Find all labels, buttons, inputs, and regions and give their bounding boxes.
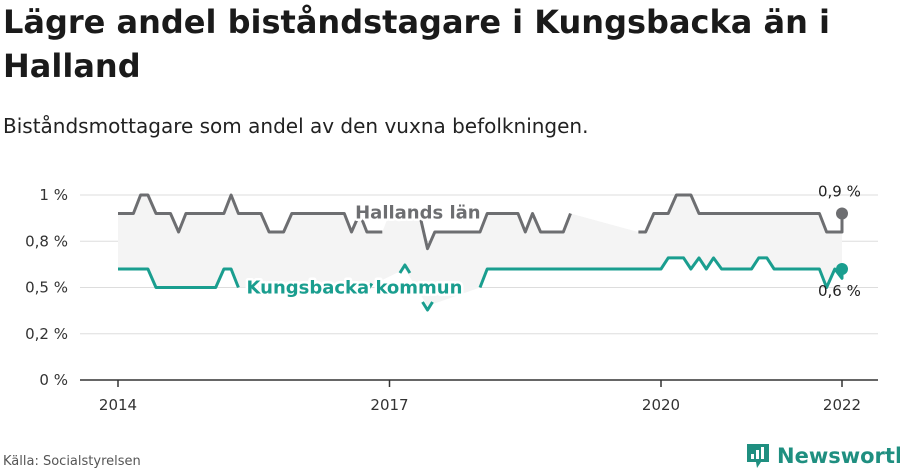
x-tick-label: 2022 [823, 396, 861, 414]
end-value-label: 0,9 % [818, 183, 861, 201]
series-hallands-lan [118, 193, 848, 251]
series-end-dot [836, 263, 848, 275]
y-tick-label: 0,8 % [25, 232, 68, 250]
x-tick-label: 2014 [99, 396, 137, 414]
brand-name: Newsworthy [777, 444, 900, 468]
series-label: Hallands län [355, 203, 481, 224]
chart-title: Lägre andel biståndstagare i Kungsbacka … [3, 3, 830, 85]
y-tick-label: 0 % [39, 371, 68, 389]
series-end-dot [836, 207, 848, 220]
series-line [389, 212, 572, 251]
x-tick-label: 2017 [370, 396, 408, 414]
series-line [118, 267, 240, 289]
brand-logo: Newsworthy [745, 442, 900, 470]
x-tick-label: 2020 [642, 396, 680, 414]
series-lines [118, 193, 848, 312]
series-point [360, 282, 374, 293]
y-tick-label: 1 % [39, 186, 68, 204]
y-tick-label: 0,2 % [25, 325, 68, 343]
series-line [638, 193, 844, 234]
series-label-halo: Kungsbacka kommun [247, 278, 463, 299]
end-value-label: 0,6 % [818, 282, 861, 300]
range-band [118, 195, 842, 306]
series-point [421, 301, 434, 312]
series-label: Kungsbacka kommun [247, 278, 463, 299]
series-label-halo: Hallands län [355, 203, 481, 224]
source-note: Källa: Socialstyrelsen [3, 454, 141, 469]
line-chart: 0 % 0,2 % 0,5 % 0,8 % 1 % 2014 2017 2020 2022 H… [25, 183, 878, 414]
series-kungsbacka-kommun [118, 256, 848, 312]
series-line [118, 193, 383, 234]
y-tick-label: 0,5 % [25, 279, 68, 297]
series-range-band [118, 195, 842, 306]
bar-chart-icon [747, 444, 769, 468]
series-point [398, 263, 412, 274]
series-line [478, 256, 844, 289]
x-axis: 2014 2017 2020 2022 [80, 379, 878, 414]
chart-subtitle: Biståndsmottagare som andel av den vuxna… [3, 114, 589, 138]
y-axis-labels: 0 % 0,2 % 0,5 % 0,8 % 1 % [25, 186, 68, 389]
